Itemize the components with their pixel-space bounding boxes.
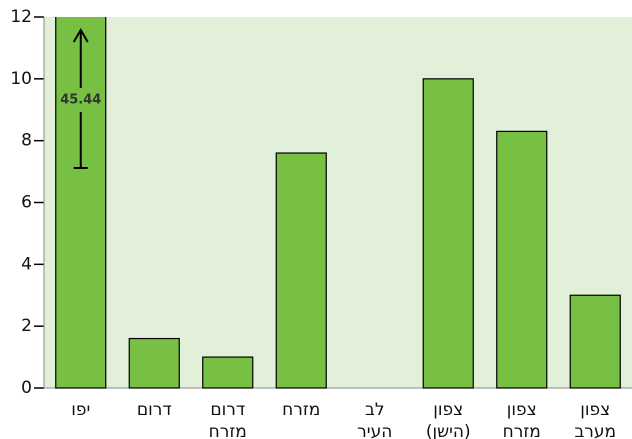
y-tick-label: 4 bbox=[21, 254, 32, 274]
value-label: 45.44 bbox=[60, 93, 101, 108]
x-tick-label: צפון מזרח bbox=[503, 400, 541, 439]
y-tick-label: 2 bbox=[21, 316, 32, 336]
x-tick-label-line: צפון bbox=[507, 400, 537, 420]
x-tick-label-line: לב bbox=[365, 400, 385, 420]
x-tick-label: דרום bbox=[137, 400, 172, 420]
x-tick-label: לב העיר bbox=[357, 400, 392, 439]
x-tick-label-line: דרום bbox=[137, 400, 172, 420]
x-tick-label: דרום מזרח bbox=[209, 400, 247, 439]
y-tick-label: 10 bbox=[10, 69, 32, 89]
x-tick-label: צפון (הישן) bbox=[426, 400, 471, 439]
x-tick-label-line: מזרח bbox=[282, 400, 320, 420]
bar bbox=[496, 130, 548, 389]
x-tick-label-line: יפו bbox=[71, 400, 90, 420]
y-tick-label: 0 bbox=[21, 378, 32, 398]
x-tick-label: מזרח bbox=[282, 400, 320, 420]
x-tick-label: יפו bbox=[71, 400, 90, 420]
y-tick-label: 12 bbox=[10, 7, 32, 27]
bars bbox=[55, 17, 621, 389]
x-tick-label-line: צפון bbox=[433, 400, 463, 420]
bar bbox=[569, 294, 621, 389]
value-label-bg bbox=[56, 88, 105, 112]
bar bbox=[128, 337, 180, 389]
bar bbox=[275, 152, 327, 389]
x-tick-label-line: העיר bbox=[357, 422, 392, 439]
y-tick-label: 6 bbox=[21, 193, 32, 213]
x-tick-label-line: צפון bbox=[580, 400, 610, 420]
x-tick-label-line: מזרח bbox=[209, 422, 247, 439]
bar bbox=[202, 356, 254, 389]
y-tick-label: 8 bbox=[21, 131, 32, 151]
arrow-head bbox=[72, 28, 89, 43]
x-tick-label-line: (הישן) bbox=[426, 422, 471, 439]
bar bbox=[422, 78, 474, 389]
x-tick-label-line: מערב bbox=[574, 422, 616, 439]
x-tick-label: צפון מערב bbox=[574, 400, 616, 439]
x-tick-label-line: מזרח bbox=[503, 422, 541, 439]
x-tick-label-line: דרום bbox=[210, 400, 245, 420]
